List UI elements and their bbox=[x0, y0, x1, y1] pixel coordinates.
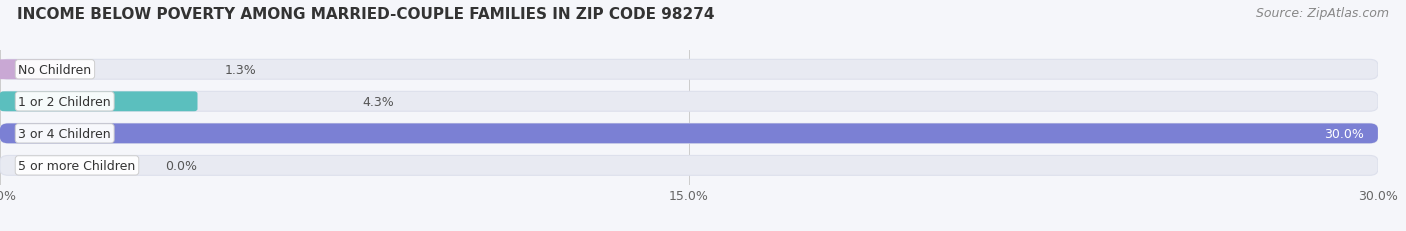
Text: INCOME BELOW POVERTY AMONG MARRIED-COUPLE FAMILIES IN ZIP CODE 98274: INCOME BELOW POVERTY AMONG MARRIED-COUPL… bbox=[17, 7, 714, 22]
FancyBboxPatch shape bbox=[0, 60, 59, 80]
Text: 1.3%: 1.3% bbox=[225, 64, 257, 76]
Text: 5 or more Children: 5 or more Children bbox=[18, 159, 135, 172]
Text: 30.0%: 30.0% bbox=[1324, 127, 1364, 140]
Text: 0.0%: 0.0% bbox=[166, 159, 197, 172]
FancyBboxPatch shape bbox=[0, 92, 1378, 112]
Text: 3 or 4 Children: 3 or 4 Children bbox=[18, 127, 111, 140]
FancyBboxPatch shape bbox=[0, 124, 1378, 144]
FancyBboxPatch shape bbox=[0, 92, 197, 112]
Text: 1 or 2 Children: 1 or 2 Children bbox=[18, 95, 111, 108]
Text: 4.3%: 4.3% bbox=[363, 95, 395, 108]
FancyBboxPatch shape bbox=[0, 156, 1378, 176]
FancyBboxPatch shape bbox=[0, 60, 1378, 80]
FancyBboxPatch shape bbox=[0, 124, 1378, 144]
Text: No Children: No Children bbox=[18, 64, 91, 76]
Text: Source: ZipAtlas.com: Source: ZipAtlas.com bbox=[1256, 7, 1389, 20]
